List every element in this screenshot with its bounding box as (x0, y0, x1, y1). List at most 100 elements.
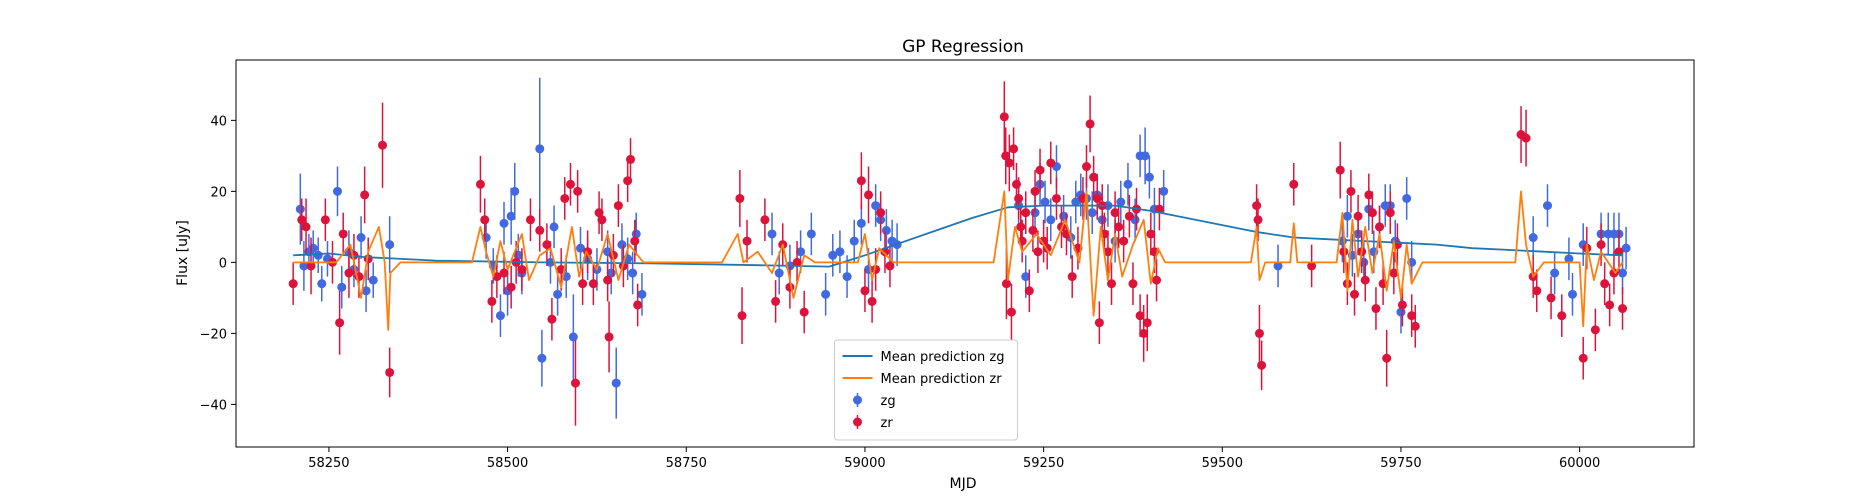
zr-point (630, 236, 640, 246)
zr-point (578, 279, 588, 289)
zr-point (1009, 144, 1019, 154)
zg-point (835, 247, 845, 257)
x-tick-label: 58750 (666, 456, 707, 471)
zg-point (1140, 151, 1150, 161)
zr-point (1596, 240, 1606, 250)
zr-point (885, 261, 895, 271)
zg-point (553, 289, 563, 299)
zg-point (295, 204, 305, 214)
zr-point (1021, 208, 1031, 218)
zr-point (1335, 165, 1345, 175)
zr-point (560, 193, 570, 203)
zg-point (356, 233, 366, 243)
zg-point (1568, 289, 1577, 299)
zr-point (1375, 222, 1385, 232)
zg-point (568, 332, 578, 342)
zr-point (480, 215, 490, 225)
zr-point (1107, 279, 1117, 289)
zr-point (360, 190, 370, 200)
zr-point (1367, 208, 1377, 218)
zr-point (517, 264, 527, 274)
zr-point (1011, 179, 1021, 189)
zg-point (881, 225, 891, 235)
zr-point (867, 296, 877, 306)
zr-point (306, 261, 316, 271)
zg-point (510, 186, 520, 196)
y-tick-label: −20 (200, 327, 227, 342)
zr-point (1051, 193, 1061, 203)
zr-point (1082, 162, 1091, 172)
zr-point (1578, 353, 1588, 363)
zr-point (1364, 190, 1374, 200)
zr-point (1016, 222, 1026, 232)
zr-point (1001, 151, 1011, 161)
zg-point (1342, 211, 1352, 221)
zg-point (871, 201, 881, 211)
zg-point (361, 286, 371, 296)
zr-point (1289, 179, 1299, 189)
x-tick-label: 60000 (1559, 456, 1600, 471)
zr-point (876, 208, 886, 218)
zg-point (1618, 268, 1628, 278)
zr-point (506, 282, 516, 292)
zr-point (288, 279, 298, 289)
zr-point (633, 300, 643, 310)
zr-point (1397, 300, 1407, 310)
zr-point (1103, 247, 1113, 257)
plot-content (288, 77, 1631, 426)
zr-point (1614, 247, 1624, 257)
zr-point (1253, 215, 1263, 225)
zg-point (1021, 272, 1031, 282)
zr-point (735, 193, 745, 203)
chart-title: GP Regression (902, 37, 1024, 57)
x-axis: 58250 58500 58750 59000 59250 59500 59750 60000 (308, 447, 1600, 471)
y-tick-label: 0 (219, 256, 227, 271)
zr-point (999, 112, 1009, 122)
zg-point (828, 250, 838, 260)
zr-point (1033, 247, 1043, 257)
zr-point (1124, 211, 1134, 221)
zr-point (1521, 133, 1531, 143)
zg-point (856, 218, 866, 228)
zg-point (1528, 233, 1538, 243)
zg-point (549, 222, 559, 232)
zg-point (506, 211, 516, 221)
zr-point (1114, 222, 1124, 232)
zr-point (1006, 307, 1016, 317)
zg-point (631, 229, 641, 239)
zr-point (525, 215, 535, 225)
zg-point (611, 378, 621, 388)
y-tick-label: 40 (210, 114, 227, 129)
zr-point (542, 240, 552, 250)
zr-point (860, 286, 870, 296)
zr-point (760, 215, 770, 225)
zr-point (1004, 158, 1014, 168)
zg-point (842, 272, 852, 282)
legend-label-mean-prediction-zr: Mean prediction zr (881, 372, 1003, 387)
zr-point (1152, 275, 1162, 285)
zr-point (1014, 193, 1024, 203)
zr-point (1257, 360, 1267, 370)
zr-point (535, 225, 545, 235)
zg-point (1564, 254, 1574, 264)
zg-point (637, 289, 647, 299)
zr-point (1028, 225, 1038, 235)
zr-point (1030, 186, 1040, 196)
zg-point (535, 144, 545, 154)
zr-point (626, 154, 636, 164)
y-axis: −40 −20 0 20 40 (200, 114, 236, 413)
zr-point (1067, 272, 1077, 282)
legend-box (834, 339, 1018, 441)
zr-point (864, 190, 874, 200)
zr-point (1546, 293, 1556, 303)
zr-point (1119, 236, 1129, 246)
zr-point (378, 140, 388, 150)
y-tick-label: 20 (210, 185, 227, 200)
zr-point (1557, 311, 1567, 321)
zg-point (617, 240, 627, 250)
zr-point (565, 179, 575, 189)
zr-point (1532, 286, 1542, 296)
zr-point (1085, 119, 1095, 129)
zr-point (385, 367, 395, 377)
zr-point (603, 275, 613, 285)
